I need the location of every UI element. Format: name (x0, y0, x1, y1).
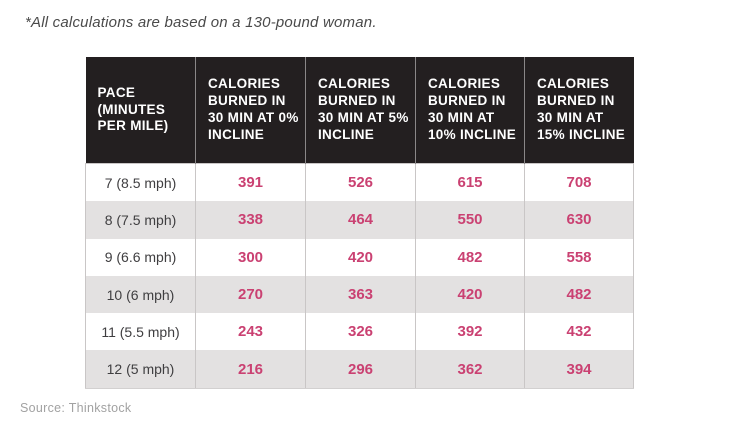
value-cell: 420 (305, 238, 416, 276)
value-cell: 270 (195, 275, 306, 314)
value-cell: 420 (415, 275, 525, 314)
value-cell: 392 (415, 313, 525, 351)
table-header: PACE (MINUTES PER MILE) CALORIES BURNED … (85, 57, 634, 164)
value-cell: 296 (305, 350, 416, 389)
header-pace: PACE (MINUTES PER MILE) (85, 57, 196, 164)
value-cell: 243 (195, 313, 306, 351)
value-cell: 338 (195, 201, 306, 239)
header-incline-15: CALORIES BURNED IN 30 MIN AT 15% INCLINE (524, 57, 634, 164)
value-cell: 300 (195, 238, 306, 276)
value-cell: 615 (415, 163, 525, 202)
header-row: PACE (MINUTES PER MILE) CALORIES BURNED … (85, 57, 634, 164)
table-row: 10 (6 mph) 270 363 420 482 (85, 275, 634, 314)
pace-cell: 8 (7.5 mph) (85, 201, 196, 239)
value-cell: 432 (524, 313, 634, 351)
source-credit: Source: Thinkstock (20, 401, 132, 415)
header-incline-5: CALORIES BURNED IN 30 MIN AT 5% INCLINE (305, 57, 416, 164)
table-row: 12 (5 mph) 216 296 362 394 (85, 350, 634, 389)
pace-cell: 12 (5 mph) (85, 350, 196, 389)
value-cell: 526 (305, 163, 416, 202)
value-cell: 391 (195, 163, 306, 202)
value-cell: 394 (524, 350, 634, 389)
value-cell: 550 (415, 201, 525, 239)
table-row: 11 (5.5 mph) 243 326 392 432 (85, 313, 634, 351)
value-cell: 708 (524, 163, 634, 202)
value-cell: 464 (305, 201, 416, 239)
pace-cell: 11 (5.5 mph) (85, 313, 196, 351)
value-cell: 326 (305, 313, 416, 351)
header-incline-0: CALORIES BURNED IN 30 MIN AT 0% INCLINE (195, 57, 306, 164)
value-cell: 216 (195, 350, 306, 389)
calories-table: PACE (MINUTES PER MILE) CALORIES BURNED … (85, 57, 634, 389)
value-cell: 482 (415, 238, 525, 276)
pace-cell: 9 (6.6 mph) (85, 238, 196, 276)
pace-cell: 7 (8.5 mph) (85, 163, 196, 202)
value-cell: 630 (524, 201, 634, 239)
value-cell: 482 (524, 275, 634, 314)
table-row: 9 (6.6 mph) 300 420 482 558 (85, 238, 634, 276)
value-cell: 558 (524, 238, 634, 276)
calculation-note: *All calculations are based on a 130-pou… (25, 14, 377, 31)
table-row: 8 (7.5 mph) 338 464 550 630 (85, 201, 634, 239)
header-incline-10: CALORIES BURNED IN 30 MIN AT 10% INCLINE (415, 57, 525, 164)
value-cell: 362 (415, 350, 525, 389)
table-row: 7 (8.5 mph) 391 526 615 708 (85, 163, 634, 202)
value-cell: 363 (305, 275, 416, 314)
pace-cell: 10 (6 mph) (85, 275, 196, 314)
table-body: 7 (8.5 mph) 391 526 615 708 8 (7.5 mph) … (85, 163, 634, 389)
